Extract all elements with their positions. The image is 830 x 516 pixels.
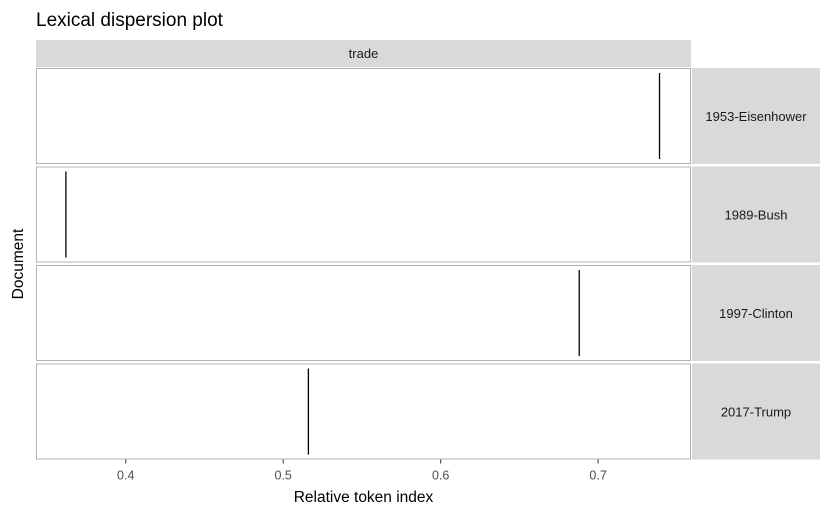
- panel-1997-clinton: [36, 265, 691, 361]
- x-tick-label: 0.6: [432, 469, 449, 483]
- facet-strip-1953-eisenhower: [692, 68, 820, 164]
- document-label-1989-bush: 1989-Bush: [725, 208, 788, 223]
- facet-strip-1989-bush: [692, 166, 820, 263]
- x-tick-label: 0.7: [589, 469, 606, 483]
- document-label-1953-eisenhower: 1953-Eisenhower: [705, 109, 807, 124]
- x-axis-title: Relative token index: [294, 489, 434, 506]
- panels-group: 1953-Eisenhower 1989-Bush 1997-Clinton 2017…: [36, 68, 820, 460]
- panel-1989-bush: [36, 166, 691, 263]
- x-axis: 0.4 0.5 0.6 0.7: [117, 459, 607, 483]
- x-tick-label: 0.4: [117, 469, 134, 483]
- panel-1953-eisenhower: [36, 68, 691, 164]
- facet-strip-label: trade: [349, 46, 379, 61]
- facet-strip-1997-clinton: [692, 265, 820, 361]
- y-axis-title: Document: [10, 228, 27, 299]
- chart-title: Lexical dispersion plot: [36, 10, 224, 31]
- x-tick-label: 0.5: [275, 469, 292, 483]
- marks-group: [65, 73, 661, 455]
- document-label-2017-trump: 2017-Trump: [721, 405, 791, 420]
- panel-2017-trump: [36, 363, 691, 460]
- facet-strip-2017-trump: [692, 363, 820, 460]
- document-label-1997-clinton: 1997-Clinton: [719, 306, 793, 321]
- facet-strip-top: [36, 40, 691, 67]
